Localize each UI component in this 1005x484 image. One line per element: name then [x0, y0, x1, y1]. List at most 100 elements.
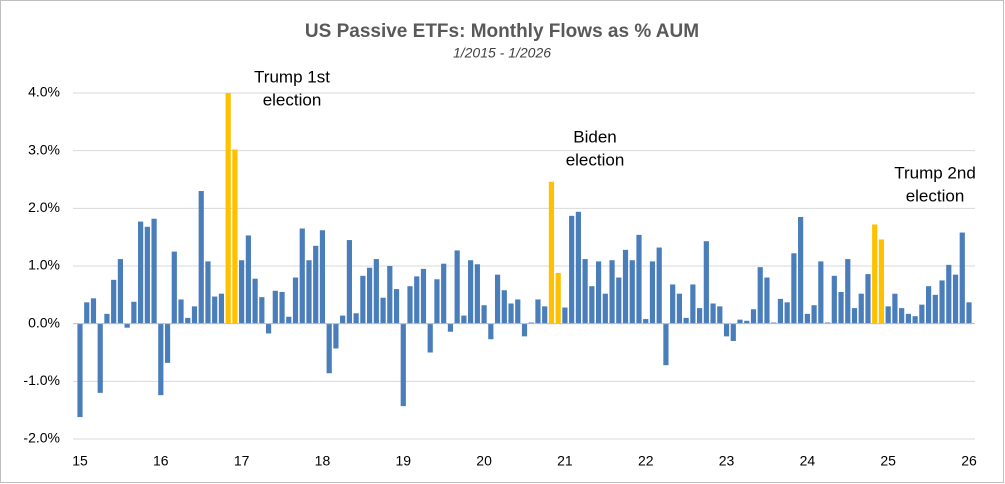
bar [562, 307, 568, 324]
bar [798, 216, 804, 324]
bar [824, 322, 831, 324]
bar [178, 299, 184, 324]
bar [710, 303, 716, 324]
bar [373, 259, 379, 324]
bar [670, 284, 676, 324]
bar [737, 319, 743, 324]
bar [723, 323, 730, 337]
bar [912, 316, 918, 324]
bar [171, 251, 177, 324]
bar [730, 323, 736, 341]
bar [946, 264, 952, 324]
y-tick-label: 4.0% [28, 84, 60, 100]
bar [521, 323, 528, 337]
bar [784, 302, 790, 324]
bar [346, 240, 352, 324]
bar [649, 261, 656, 324]
bar [818, 261, 824, 324]
bar [542, 306, 548, 324]
bar [299, 228, 305, 324]
annotation: election [263, 90, 322, 109]
bar [777, 298, 784, 324]
bar [232, 149, 238, 324]
bar [340, 315, 346, 324]
bar [420, 268, 427, 324]
bar [589, 286, 595, 324]
bar [434, 279, 440, 324]
bar [885, 306, 891, 324]
bar [602, 293, 608, 324]
bar [952, 274, 959, 324]
x-tick-label: 19 [395, 453, 411, 469]
x-tick-label: 21 [557, 453, 573, 469]
bar [845, 259, 851, 324]
bar [575, 211, 581, 324]
bar [697, 308, 703, 324]
bar [488, 323, 494, 340]
bar [185, 317, 191, 324]
bar [292, 277, 299, 324]
bar [164, 323, 171, 363]
bar [360, 275, 366, 324]
bar [872, 224, 878, 324]
bar [643, 319, 649, 324]
y-tick-label: 1.0% [28, 257, 60, 273]
bar [501, 290, 507, 324]
x-tick-label: 23 [719, 453, 735, 469]
bar [683, 317, 689, 324]
bar [569, 215, 575, 324]
bar [117, 259, 124, 324]
bar [555, 272, 561, 324]
annotation: Trump 2nd [894, 163, 976, 182]
bar [380, 297, 386, 324]
bar [454, 250, 460, 324]
bar [225, 93, 231, 324]
bar [851, 308, 858, 324]
bar [771, 322, 777, 324]
bar [582, 259, 588, 324]
y-tick-label: -2.0% [23, 430, 60, 446]
bar [131, 301, 137, 324]
bar [468, 260, 474, 324]
bar [104, 313, 110, 324]
bar [899, 308, 905, 324]
bar [366, 267, 373, 324]
bar [717, 306, 723, 324]
x-tick-label: 16 [153, 453, 169, 469]
bar [878, 239, 885, 324]
bar [306, 260, 312, 324]
bar [218, 293, 225, 324]
x-tick-label: 22 [638, 453, 654, 469]
bar [750, 309, 757, 324]
bar [158, 323, 164, 396]
x-tick-label: 25 [880, 453, 896, 469]
bar [629, 260, 635, 324]
bar [481, 305, 487, 324]
bar [387, 266, 393, 324]
annotation: Biden [573, 127, 616, 146]
bar [966, 302, 972, 324]
bar [427, 323, 433, 353]
bar [494, 274, 501, 324]
bar [811, 305, 817, 324]
bar [703, 241, 709, 324]
bar [239, 260, 245, 324]
chart-title: US Passive ETFs: Monthly Flows as % AUM [305, 21, 699, 42]
bar [265, 323, 272, 334]
x-tick-label: 17 [234, 453, 250, 469]
bar [407, 286, 413, 324]
bar [636, 234, 642, 324]
annotation: election [566, 150, 625, 169]
bar [515, 299, 521, 324]
y-tick-label: 0.0% [28, 314, 60, 330]
bar [622, 249, 629, 324]
bar [858, 293, 864, 324]
bar [959, 232, 965, 324]
bar [616, 277, 622, 324]
bar [313, 245, 319, 324]
bar [441, 263, 447, 324]
bar [279, 291, 285, 324]
bar [205, 261, 211, 324]
bar [528, 322, 534, 324]
